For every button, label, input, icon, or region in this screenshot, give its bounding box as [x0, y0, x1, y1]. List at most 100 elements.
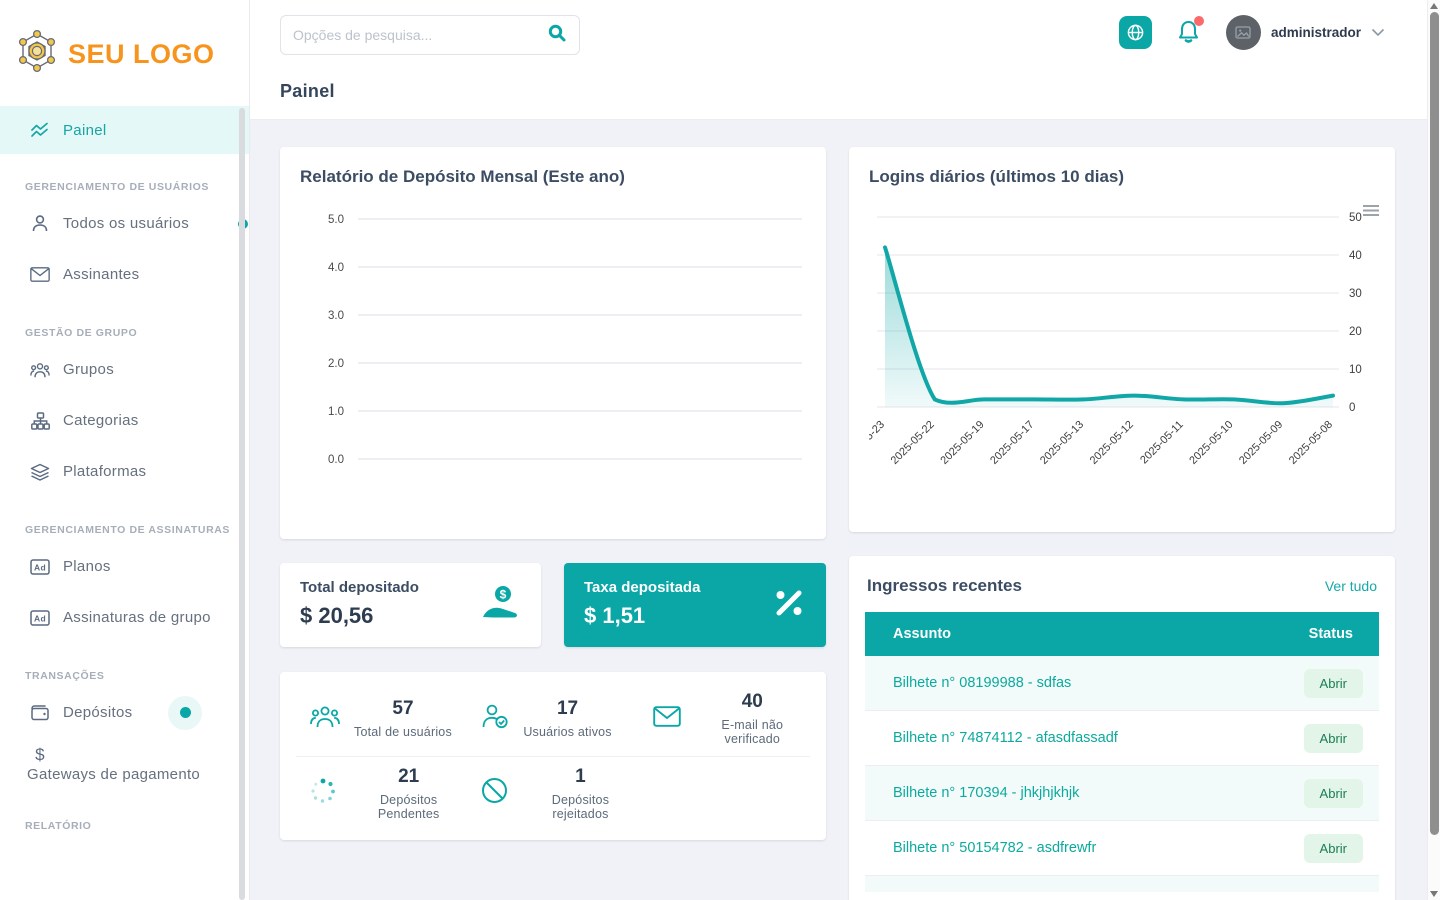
sidebar-item-label: Plataformas: [63, 463, 147, 480]
counter-value: 17: [556, 698, 579, 720]
sidebar-item-label: Assinaturas de grupo: [63, 609, 211, 626]
ad-icon: Ad: [30, 557, 50, 577]
mail-icon: [30, 265, 50, 285]
avatar: [1225, 15, 1261, 50]
svg-text:1.0: 1.0: [328, 406, 344, 418]
svg-text:10: 10: [1349, 364, 1362, 376]
sidebar-item-label: Todos os usuários: [63, 215, 190, 232]
daily-logins-card: Logins diários (últimos 10 dias) 50 40 30 2…: [839, 147, 1395, 532]
open-ticket-button[interactable]: Abrir: [1303, 668, 1363, 698]
sidebar-item-planos[interactable]: Ad Planos: [0, 541, 249, 592]
tickets-table-body: Bilhete n° 08199988 - sdfas Abrir Bilhete…: [865, 656, 1379, 892]
sidebar-section-header: RELATÓRIO: [25, 820, 92, 832]
notification-dot: [168, 695, 202, 730]
page-scrollbar[interactable]: [1427, 0, 1440, 900]
topbar-actions: administrador: [1118, 15, 1385, 50]
counter-label: Depósitos rejeitados: [551, 792, 610, 821]
sidebar-item-plataformas[interactable]: Plataformas: [0, 446, 249, 497]
brand-name: SEU LOGO: [68, 39, 215, 69]
activity-icon: [30, 120, 50, 140]
counter-label: Usuários ativos: [523, 725, 612, 740]
sidebar-section-header: GESTÃO DE GRUPO: [25, 327, 138, 339]
column-header-subject: Assunto: [893, 626, 951, 642]
brand[interactable]: SEU LOGO: [0, 0, 249, 84]
user-menu[interactable]: administrador: [1225, 15, 1385, 50]
chart-menu-icon[interactable]: [1363, 204, 1379, 222]
column-header-status: Status: [1308, 626, 1353, 642]
sidebar-item-grupos[interactable]: Grupos: [0, 344, 249, 395]
counter-dep-sitos-rejeitados: 1 Depósitos rejeitados: [467, 766, 638, 821]
table-row-partial: [865, 876, 1379, 892]
users-group-icon: [310, 704, 340, 733]
scrollbar-thumb[interactable]: [1430, 12, 1439, 835]
layers-icon: [30, 462, 50, 482]
search-icon[interactable]: [547, 23, 567, 48]
ticket-subject-link[interactable]: Bilhete n° 50154782 - asdfrewfr: [893, 840, 1097, 856]
sidebar-item-dep-sitos[interactable]: Depósitos: [0, 687, 249, 738]
svg-text:Ad: Ad: [34, 562, 46, 572]
spinner-icon: [310, 778, 336, 809]
tax-deposited-value: $ 1,51: [584, 603, 646, 628]
sidebar-section-header: TRANSAÇÕES: [25, 670, 105, 682]
ticket-subject-link[interactable]: Bilhete n° 170394 - jhkjhjkhjk: [893, 785, 1080, 801]
sidebar-item-label: Gateways de pagamento: [27, 766, 201, 783]
sidebar-scrollbar[interactable]: [239, 108, 245, 900]
open-ticket-button[interactable]: Abrir: [1303, 833, 1363, 863]
sidebar-nav: Painel GERENCIAMENTO DE USUÁRIOS Todos os …: [0, 106, 249, 837]
svg-text:3.0: 3.0: [328, 310, 344, 322]
sidebar-item-todos-os-usu-rios[interactable]: Todos os usuários: [0, 198, 249, 249]
ticket-subject-link[interactable]: Bilhete n° 74874112 - afasdfassadf: [893, 730, 1118, 746]
counter-e-mail-n-o-verificado: 40 E-mail não verificado: [639, 691, 810, 746]
main-area: administrador Painel Relatório de Depósi…: [250, 0, 1440, 900]
svg-text:5.0: 5.0: [328, 214, 344, 226]
notifications-bell-button[interactable]: [1176, 15, 1204, 48]
recent-tickets-card: Ingressos recentes Ver tudo Assunto Stat…: [849, 556, 1395, 900]
counter-label: E-mail não verificado: [721, 718, 784, 747]
sidebar-item-gateways-de-pagamento[interactable]: $ Gateways de pagamento: [0, 738, 249, 793]
user-check-icon: [481, 703, 509, 734]
svg-text:2025-05-22: 2025-05-22: [889, 419, 937, 467]
right-column: Logins diários (últimos 10 dias) 50 40 30 2…: [839, 147, 1395, 900]
content: Relatório de Depósito Mensal (Este ano) …: [250, 120, 1440, 900]
language-globe-button[interactable]: [1118, 16, 1152, 49]
ad-icon: Ad: [30, 608, 50, 628]
svg-text:Ad: Ad: [34, 613, 46, 623]
open-ticket-button[interactable]: Abrir: [1303, 778, 1363, 808]
sidebar-item-assinantes[interactable]: Assinantes: [0, 249, 249, 300]
svg-text:40: 40: [1349, 250, 1362, 262]
svg-text:2.0: 2.0: [328, 358, 344, 370]
svg-text:2025-05-23: 2025-05-23: [869, 419, 887, 467]
counter-label: Depósitos Pendentes: [377, 792, 440, 821]
search-box: [280, 15, 580, 55]
scroll-up-arrow[interactable]: [1430, 3, 1438, 9]
svg-text:2025-05-10: 2025-05-10: [1187, 419, 1235, 467]
table-row: Bilhete n° 50154782 - asdfrewfr Abrir: [865, 821, 1379, 876]
svg-text:20: 20: [1349, 326, 1362, 338]
daily-logins-title: Logins diários (últimos 10 dias): [869, 167, 1125, 186]
counter-total-de-usu-rios: 57 Total de usuários: [296, 698, 467, 739]
counter-value: 1: [575, 765, 586, 787]
see-all-link[interactable]: Ver tudo: [1324, 578, 1377, 594]
ban-icon: [481, 777, 508, 809]
total-deposited-card: Total depositado $ 20,56 $: [280, 563, 541, 647]
svg-text:2025-05-19: 2025-05-19: [938, 419, 986, 467]
sidebar-item-label: Depósitos: [63, 704, 133, 721]
wallet-icon: [30, 703, 50, 723]
topbar: administrador Painel: [250, 0, 1440, 120]
counter-value: 57: [392, 698, 414, 720]
tax-deposited-label: Taxa depositada: [584, 579, 701, 596]
svg-text:2025-05-11: 2025-05-11: [1138, 419, 1186, 467]
sidebar-item-assinaturas-de-grupo[interactable]: Ad Assinaturas de grupo: [0, 592, 249, 643]
svg-text:2025-05-08: 2025-05-08: [1287, 419, 1335, 467]
ticket-subject-link[interactable]: Bilhete n° 08199988 - sdfas: [893, 675, 1072, 691]
open-ticket-button[interactable]: Abrir: [1303, 723, 1363, 753]
sidebar-item-categorias[interactable]: Categorias: [0, 395, 249, 446]
sidebar-item-painel[interactable]: Painel: [0, 106, 249, 154]
search-input[interactable]: [293, 27, 547, 43]
page-title: Painel: [280, 81, 335, 101]
deposit-report-card: Relatório de Depósito Mensal (Este ano) …: [280, 147, 826, 539]
sidebar-item-label: Assinantes: [63, 266, 140, 283]
svg-text:0: 0: [1349, 402, 1355, 414]
scroll-down-arrow[interactable]: [1430, 891, 1438, 897]
